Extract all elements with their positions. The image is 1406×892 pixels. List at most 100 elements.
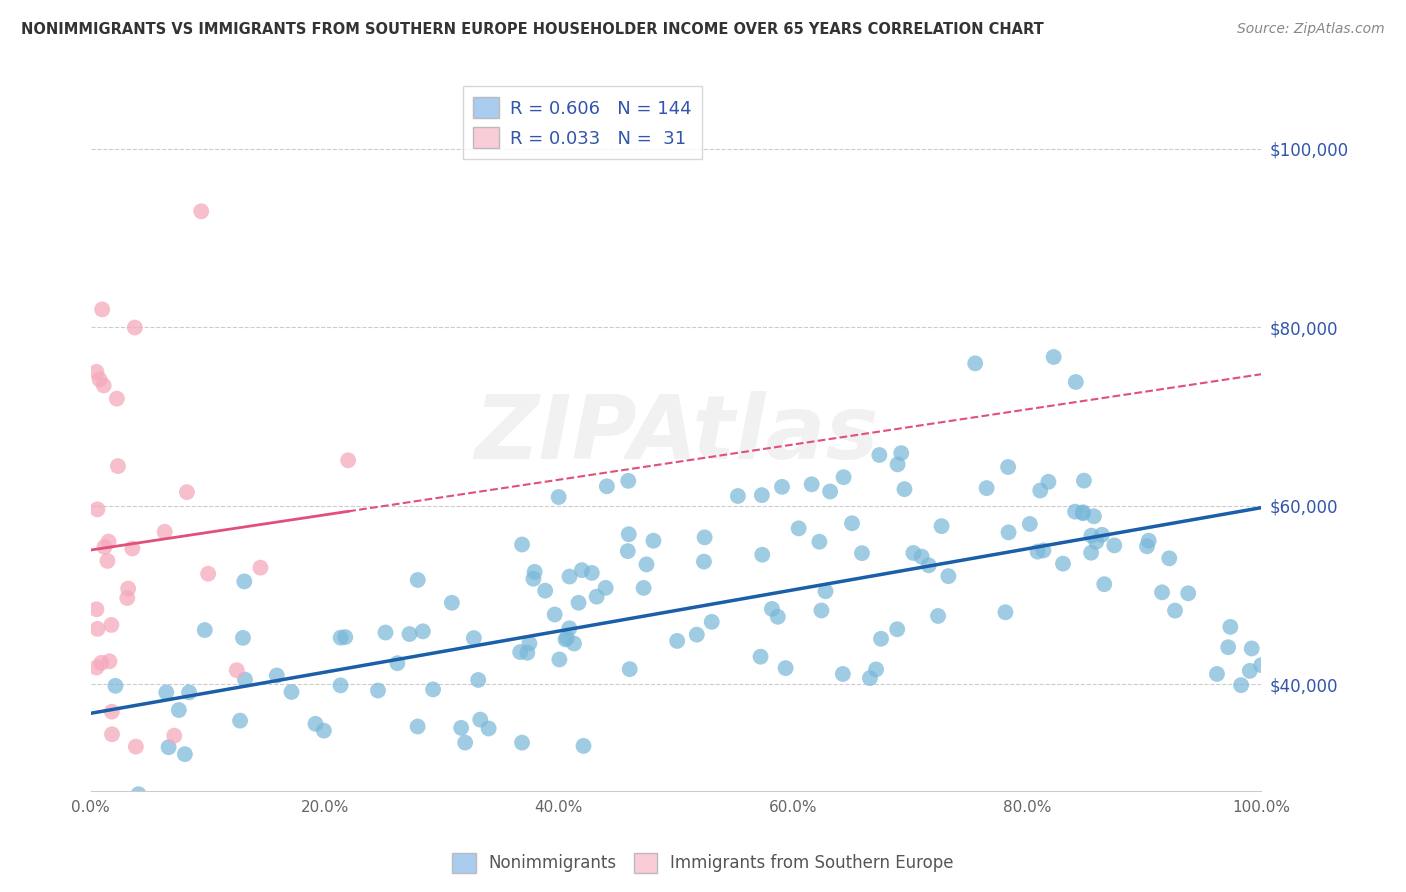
Point	[86, 502, 108, 516]
Point	[329, 678, 352, 692]
Point	[229, 714, 252, 728]
Point	[751, 548, 773, 562]
Point	[247, 802, 270, 816]
Point	[818, 484, 841, 499]
Point	[523, 565, 546, 579]
Point	[238, 792, 260, 806]
Point	[375, 797, 398, 812]
Point	[666, 634, 689, 648]
Point	[510, 537, 533, 551]
Point	[516, 646, 538, 660]
Point	[851, 546, 873, 560]
Point	[89, 372, 111, 386]
Point	[927, 609, 949, 624]
Point	[157, 740, 180, 755]
Point	[1038, 475, 1060, 489]
Legend: R = 0.606   N = 144, R = 0.033   N =  31: R = 0.606 N = 144, R = 0.033 N = 31	[463, 87, 702, 159]
Point	[886, 458, 908, 472]
Point	[686, 627, 709, 641]
Point	[693, 530, 716, 544]
Point	[558, 569, 581, 583]
Point	[117, 582, 139, 596]
Point	[1091, 528, 1114, 542]
Point	[90, 656, 112, 670]
Point	[406, 573, 429, 587]
Point	[918, 558, 941, 573]
Point	[766, 609, 789, 624]
Point	[422, 682, 444, 697]
Point	[374, 625, 396, 640]
Point	[98, 654, 121, 668]
Point	[329, 631, 352, 645]
Point	[86, 602, 108, 616]
Text: Source: ZipAtlas.com: Source: ZipAtlas.com	[1237, 22, 1385, 37]
Point	[1064, 505, 1087, 519]
Point	[751, 488, 773, 502]
Point	[633, 581, 655, 595]
Point	[1080, 546, 1102, 560]
Point	[1250, 658, 1272, 673]
Point	[911, 549, 934, 564]
Text: NONIMMIGRANTS VS IMMIGRANTS FROM SOUTHERN EUROPE HOUSEHOLDER INCOME OVER 65 YEAR: NONIMMIGRANTS VS IMMIGRANTS FROM SOUTHER…	[21, 22, 1043, 37]
Point	[596, 479, 619, 493]
Point	[105, 392, 128, 406]
Point	[128, 787, 150, 801]
Point	[163, 729, 186, 743]
Point	[1026, 544, 1049, 558]
Point	[534, 583, 557, 598]
Point	[1104, 538, 1126, 552]
Point	[1092, 577, 1115, 591]
Point	[225, 663, 247, 677]
Point	[97, 534, 120, 549]
Point	[595, 581, 617, 595]
Point	[1018, 516, 1040, 531]
Point	[233, 574, 256, 589]
Point	[233, 673, 256, 687]
Text: ZIPAtlas: ZIPAtlas	[474, 391, 879, 478]
Point	[398, 627, 420, 641]
Point	[997, 460, 1019, 475]
Point	[91, 302, 114, 317]
Point	[558, 621, 581, 635]
Point	[93, 540, 115, 554]
Point	[890, 446, 912, 460]
Point	[693, 555, 716, 569]
Point	[903, 546, 925, 560]
Point	[412, 624, 434, 639]
Point	[519, 636, 541, 650]
Point	[976, 481, 998, 495]
Point	[938, 569, 960, 583]
Point	[1029, 483, 1052, 498]
Point	[367, 683, 389, 698]
Point	[571, 563, 593, 577]
Point	[1177, 586, 1199, 600]
Point	[101, 727, 124, 741]
Point	[101, 705, 124, 719]
Point	[1239, 664, 1261, 678]
Point	[107, 459, 129, 474]
Point	[194, 623, 217, 637]
Point	[870, 632, 893, 646]
Point	[775, 661, 797, 675]
Point	[177, 685, 200, 699]
Point	[1150, 585, 1173, 599]
Point	[1159, 551, 1181, 566]
Point	[450, 721, 472, 735]
Point	[831, 667, 853, 681]
Point	[548, 652, 571, 666]
Point	[304, 716, 326, 731]
Point	[467, 673, 489, 687]
Point	[700, 615, 723, 629]
Point	[1042, 350, 1064, 364]
Point	[555, 631, 578, 645]
Point	[617, 474, 640, 488]
Point	[249, 560, 271, 574]
Point	[197, 566, 219, 581]
Point	[616, 544, 638, 558]
Point	[1218, 640, 1240, 655]
Point	[509, 645, 531, 659]
Point	[1206, 667, 1229, 681]
Point	[814, 584, 837, 599]
Point	[280, 685, 302, 699]
Point	[832, 470, 855, 484]
